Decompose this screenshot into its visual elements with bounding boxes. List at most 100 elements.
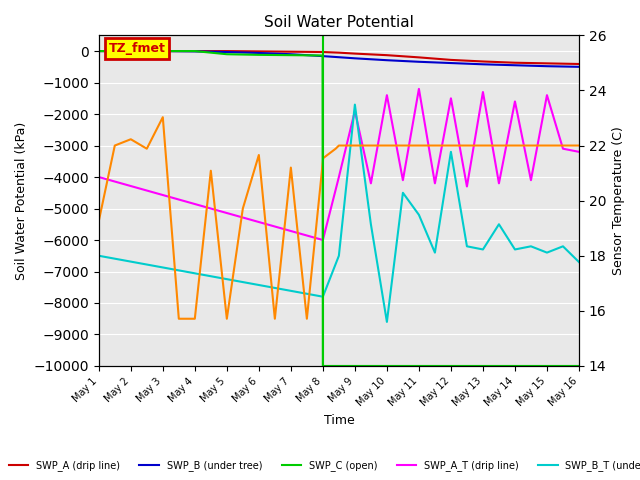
Text: TZ_fmet: TZ_fmet	[108, 42, 165, 55]
SWP_B_T (under tree)	[319, 294, 326, 300]
SWP_C (open)	[287, 52, 294, 58]
SWP_B_T (under tree)	[95, 253, 102, 259]
SWP_C_T	[127, 136, 134, 142]
SWP_A (drip line)	[447, 57, 455, 63]
SWP_B (under tree)	[511, 62, 519, 68]
SWP_A_T (drip line)	[399, 177, 407, 183]
SWP_A (drip line)	[319, 49, 326, 55]
SWP_C_T	[207, 168, 214, 174]
SWP_B_T (under tree)	[527, 243, 535, 249]
SWP_B (under tree)	[319, 53, 326, 59]
SWP_B_T (under tree)	[543, 250, 551, 255]
SWP_B_T (under tree)	[399, 190, 407, 196]
SWP_C_T	[255, 152, 262, 158]
SWP_B_T (under tree)	[415, 212, 423, 218]
SWP_B (under tree)	[575, 64, 583, 70]
SWP_A_T (drip line)	[383, 92, 391, 98]
Line: SWP_A (drip line): SWP_A (drip line)	[99, 51, 579, 64]
SWP_A_T (drip line)	[543, 92, 551, 98]
SWP_A (drip line)	[543, 60, 551, 66]
SWP_C_T	[575, 143, 583, 148]
SWP_B_T (under tree)	[463, 243, 471, 249]
SWP_B (under tree)	[479, 61, 487, 67]
SWP_A (drip line)	[351, 51, 359, 57]
SWP_A (drip line)	[511, 60, 519, 66]
SWP_B (under tree)	[287, 51, 294, 57]
SWP_A_T (drip line)	[335, 174, 342, 180]
SWP_A (drip line)	[575, 61, 583, 67]
SWP_A_T (drip line)	[527, 177, 535, 183]
SWP_A_T (drip line)	[479, 89, 487, 95]
SWP_B (under tree)	[351, 56, 359, 61]
SWP_A (drip line)	[223, 48, 230, 54]
SWP_C_T	[191, 316, 198, 322]
SWP_C_T	[351, 143, 359, 148]
SWP_A_T (drip line)	[415, 86, 423, 92]
SWP_B_T (under tree)	[351, 102, 359, 108]
SWP_B_T (under tree)	[447, 149, 455, 155]
SWP_B (under tree)	[191, 48, 198, 54]
SWP_C_T	[95, 218, 102, 224]
SWP_C (open)	[207, 50, 214, 56]
SWP_C (open)	[255, 52, 262, 58]
SWP_B (under tree)	[159, 48, 166, 54]
SWP_C_T	[239, 205, 246, 211]
SWP_A_T (drip line)	[367, 180, 375, 186]
SWP_B_T (under tree)	[479, 247, 487, 252]
Y-axis label: Soil Water Potential (kPa): Soil Water Potential (kPa)	[15, 121, 28, 280]
SWP_B_T (under tree)	[367, 221, 375, 227]
SWP_B_T (under tree)	[575, 259, 583, 265]
SWP_A (drip line)	[127, 48, 134, 54]
Y-axis label: Sensor Temperature (C): Sensor Temperature (C)	[612, 126, 625, 275]
SWP_B_T (under tree)	[495, 221, 503, 227]
SWP_C_T	[111, 143, 118, 148]
SWP_B_T (under tree)	[383, 319, 391, 325]
Line: SWP_C_T: SWP_C_T	[99, 117, 579, 319]
SWP_C_T	[319, 158, 326, 164]
SWP_C (open)	[191, 48, 198, 54]
SWP_B (under tree)	[383, 57, 391, 63]
SWP_C_T	[287, 165, 294, 170]
SWP_A_T (drip line)	[447, 96, 455, 101]
SWP_A (drip line)	[95, 48, 102, 54]
SWP_A (drip line)	[479, 59, 487, 64]
SWP_B (under tree)	[255, 50, 262, 56]
SWP_B_T (under tree)	[511, 247, 519, 252]
SWP_C (open)	[575, 363, 583, 369]
SWP_C_T	[271, 316, 278, 322]
X-axis label: Time: Time	[323, 414, 355, 427]
SWP_A_T (drip line)	[511, 98, 519, 104]
Title: Soil Water Potential: Soil Water Potential	[264, 15, 414, 30]
SWP_A_T (drip line)	[463, 184, 471, 190]
SWP_B (under tree)	[127, 48, 134, 54]
SWP_A_T (drip line)	[431, 180, 439, 186]
SWP_B_T (under tree)	[335, 253, 342, 259]
SWP_A (drip line)	[383, 52, 391, 58]
SWP_A_T (drip line)	[95, 174, 102, 180]
Line: SWP_A_T (drip line): SWP_A_T (drip line)	[99, 89, 579, 240]
SWP_C (open)	[319, 53, 326, 59]
SWP_C_T	[159, 114, 166, 120]
SWP_B (under tree)	[223, 49, 230, 55]
SWP_C (open)	[223, 51, 230, 57]
SWP_A (drip line)	[287, 49, 294, 55]
SWP_B (under tree)	[415, 59, 423, 65]
SWP_A (drip line)	[415, 55, 423, 60]
SWP_A_T (drip line)	[559, 146, 567, 152]
SWP_C_T	[175, 316, 182, 322]
SWP_A_T (drip line)	[575, 149, 583, 155]
Line: SWP_B (under tree): SWP_B (under tree)	[99, 51, 579, 67]
Legend: SWP_A (drip line), SWP_B (under tree), SWP_C (open), SWP_A_T (drip line), SWP_B_: SWP_A (drip line), SWP_B (under tree), S…	[5, 456, 640, 475]
SWP_A_T (drip line)	[495, 180, 503, 186]
Line: SWP_B_T (under tree): SWP_B_T (under tree)	[99, 105, 579, 322]
SWP_C_T	[223, 316, 230, 322]
SWP_A (drip line)	[335, 50, 342, 56]
SWP_A (drip line)	[159, 48, 166, 54]
SWP_B (under tree)	[95, 48, 102, 54]
SWP_A (drip line)	[255, 48, 262, 54]
SWP_C_T	[332, 146, 339, 152]
SWP_C_T	[319, 155, 327, 161]
SWP_C (open)	[95, 48, 102, 54]
SWP_A_T (drip line)	[319, 237, 326, 243]
SWP_B (under tree)	[447, 60, 455, 66]
